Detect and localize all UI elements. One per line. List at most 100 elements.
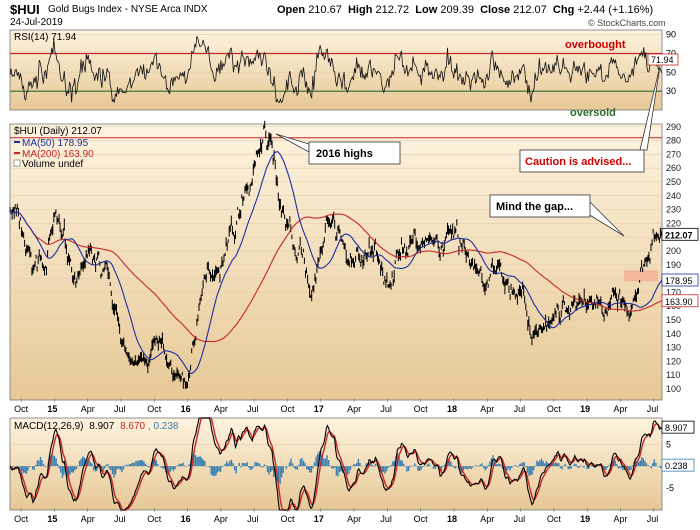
macd-histogram-bar bbox=[374, 463, 377, 467]
price-tick-label: 100 bbox=[666, 384, 681, 394]
macd-histogram-bar bbox=[389, 466, 391, 467]
macd-histogram-bar bbox=[177, 464, 179, 467]
open-label: Open bbox=[277, 4, 306, 16]
open-value: 210.67 bbox=[308, 4, 342, 16]
macd-histogram-bar bbox=[525, 466, 527, 468]
macd-histogram-bar bbox=[564, 463, 566, 467]
macd-histogram-bar bbox=[143, 461, 145, 467]
macd-histogram-bar bbox=[97, 466, 100, 468]
macd-histogram-bar bbox=[329, 465, 331, 467]
x-tick-label: Jul bbox=[380, 404, 392, 414]
macd-histogram-bar bbox=[332, 466, 334, 469]
macd-histogram-bar bbox=[401, 460, 403, 467]
macd-histogram-bar bbox=[57, 464, 59, 467]
macd-histogram-bar bbox=[544, 463, 546, 467]
x-tick-label: Jul bbox=[114, 514, 126, 524]
macd-histogram-bar bbox=[619, 466, 621, 469]
macd-histogram-bar bbox=[204, 461, 206, 467]
macd-histogram-bar bbox=[338, 466, 341, 473]
macd-line bbox=[9, 417, 662, 511]
highs-callout: 2016 highs bbox=[275, 133, 401, 165]
rsi-tick-label: 90 bbox=[666, 30, 676, 40]
macd-histogram-bar bbox=[432, 466, 435, 469]
macd-histogram-bar bbox=[74, 466, 76, 471]
macd-histogram-bar bbox=[199, 456, 201, 467]
stockcharts-watermark: © StockCharts.com bbox=[588, 18, 666, 28]
macd-histogram-bar bbox=[533, 466, 535, 471]
macd-histogram-bar bbox=[122, 466, 125, 470]
chg-value: +2.44 (+1.16%) bbox=[577, 4, 654, 16]
macd-histogram-bar bbox=[614, 460, 616, 467]
macd-histogram-bar bbox=[82, 456, 84, 467]
macd-histogram-bar bbox=[280, 466, 283, 478]
macd-histogram-bar bbox=[60, 466, 62, 473]
macd-histogram-bar bbox=[479, 464, 482, 467]
macd-histogram-bar bbox=[500, 464, 502, 467]
price-tick-label: 240 bbox=[666, 191, 681, 201]
macd-histogram-bar bbox=[210, 466, 212, 475]
macd-histogram-bar bbox=[426, 464, 428, 467]
macd-histogram-bar bbox=[562, 465, 565, 467]
macd-histogram-bar bbox=[93, 466, 95, 470]
macd-histogram-bar bbox=[387, 466, 389, 468]
macd-histogram-bar bbox=[273, 466, 275, 477]
macd-histogram-bar bbox=[31, 466, 34, 470]
macd-histogram-bar bbox=[540, 458, 543, 467]
x-tick-label: Apr bbox=[347, 514, 361, 524]
macd-histogram-bar bbox=[645, 463, 648, 467]
macd-histogram-bar bbox=[487, 464, 489, 467]
macd-histogram-bar bbox=[140, 460, 142, 467]
macd-histogram-bar bbox=[315, 456, 317, 467]
x-tick-label: Oct bbox=[280, 514, 295, 524]
rsi-tick-label: 50 bbox=[666, 67, 676, 77]
macd-histogram-bar bbox=[268, 466, 270, 475]
x-tick-label: Oct bbox=[547, 514, 562, 524]
macd-histogram-bar bbox=[553, 463, 555, 467]
macd-histogram-bar bbox=[547, 462, 549, 467]
macd-histogram-bar bbox=[508, 466, 510, 469]
x-tick-label: Oct bbox=[147, 404, 162, 414]
macd-histogram-bar bbox=[96, 466, 98, 471]
close-label: Close bbox=[480, 4, 511, 16]
macd-histogram-bar bbox=[514, 465, 516, 467]
macd-histogram-bar bbox=[124, 465, 126, 467]
price-tick-label: 120 bbox=[666, 356, 681, 366]
macd-histogram-bar bbox=[335, 466, 338, 476]
macd-histogram-bar bbox=[567, 466, 569, 469]
price-tick-label: 260 bbox=[666, 163, 681, 173]
macd-histogram-bar bbox=[647, 465, 649, 467]
macd-histogram-bar bbox=[312, 466, 314, 469]
macd-histogram-bar bbox=[393, 460, 396, 467]
macd-histogram-bar bbox=[179, 463, 181, 467]
macd-histogram-bar bbox=[171, 466, 173, 470]
macd-histogram-bar bbox=[313, 462, 316, 467]
macd-histogram-bar bbox=[482, 466, 485, 469]
macd-histogram-bar bbox=[169, 466, 172, 472]
macd-histogram-bar bbox=[631, 465, 634, 467]
macd-histogram-bar bbox=[52, 455, 54, 467]
macd-histogram-bar bbox=[382, 466, 385, 472]
macd-histogram-bar bbox=[440, 466, 443, 473]
macd-histogram-bar bbox=[351, 466, 353, 467]
macd-histogram-bar bbox=[653, 459, 655, 467]
macd-histogram-bar bbox=[216, 466, 219, 473]
price-last-value-box bbox=[661, 273, 699, 287]
rsi-panel: 30 50 70 90 RSI(14) 71.94 overbought overso… bbox=[9, 29, 679, 119]
macd-histogram-bar bbox=[443, 464, 446, 467]
macd-histogram-bar bbox=[484, 466, 486, 471]
highs-annotation: 2016 highs bbox=[316, 148, 373, 160]
macd-histogram-bar bbox=[381, 466, 383, 474]
macd-histogram-bar bbox=[515, 465, 518, 467]
x-tick-label: Jul bbox=[647, 404, 659, 414]
ma200-line bbox=[9, 208, 662, 343]
macd-histogram-bar bbox=[605, 466, 607, 471]
macd-histogram-bar bbox=[193, 451, 195, 467]
macd-histogram-bar bbox=[417, 466, 419, 471]
price-tick-label: 190 bbox=[666, 260, 681, 270]
macd-histogram-bar bbox=[168, 466, 170, 475]
macd-histogram-bar bbox=[185, 466, 187, 467]
gap-callout: Mind the gap... bbox=[489, 194, 625, 237]
macd-histogram-bar bbox=[53, 456, 56, 467]
macd-histogram-bar bbox=[320, 452, 322, 467]
